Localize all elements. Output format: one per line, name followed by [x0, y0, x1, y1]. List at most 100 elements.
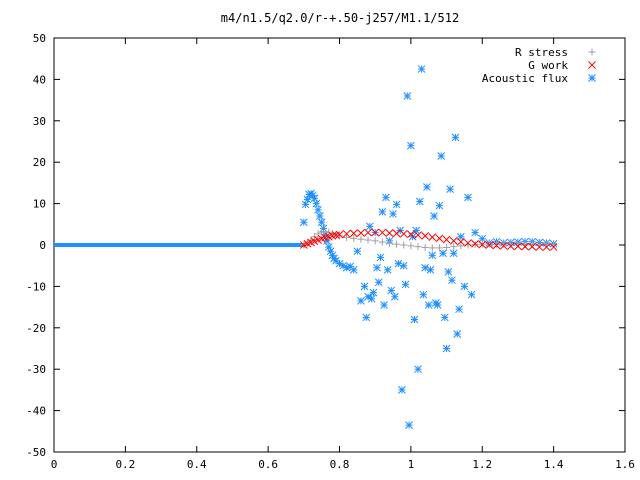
data-point	[335, 230, 344, 239]
data-point	[385, 229, 394, 237]
data-point	[310, 194, 319, 203]
data-point	[378, 208, 387, 216]
data-point	[349, 265, 358, 274]
y-tick-label: 10	[33, 198, 46, 211]
data-point	[316, 212, 324, 220]
data-point	[415, 197, 424, 206]
data-point	[449, 249, 458, 258]
data-point	[471, 241, 479, 249]
data-point	[385, 239, 393, 247]
data-point	[342, 229, 351, 238]
legend-label: Acoustic flux	[482, 72, 568, 85]
y-tick-label: 40	[33, 73, 46, 86]
data-point	[535, 243, 544, 251]
data-point	[485, 241, 494, 249]
data-point	[485, 240, 493, 248]
data-point	[360, 282, 369, 291]
data-point	[471, 239, 479, 248]
data-point	[364, 228, 372, 237]
data-point	[373, 263, 381, 272]
data-point	[407, 242, 415, 250]
data-point	[460, 282, 469, 291]
data-point	[471, 228, 479, 237]
y-axis: -50 -40 -30 -20 -10 0 10 20 30 40 50	[26, 32, 625, 459]
data-point	[439, 249, 447, 258]
data-point	[464, 239, 472, 247]
data-point	[417, 65, 426, 73]
data-point	[383, 265, 392, 274]
data-point	[350, 234, 358, 242]
data-point	[407, 141, 415, 150]
data-point	[492, 241, 501, 250]
data-point	[451, 133, 460, 142]
data-point	[437, 152, 446, 160]
data-point	[446, 185, 454, 193]
y-tick-label: -20	[26, 322, 46, 335]
x-tick-label: 1.2	[472, 458, 492, 471]
data-point	[414, 243, 422, 251]
data-point	[392, 200, 401, 209]
data-point	[301, 200, 310, 209]
data-point	[521, 242, 529, 251]
data-point	[450, 243, 458, 251]
y-tick-label: 50	[33, 32, 46, 45]
legend-marker	[588, 61, 596, 69]
data-point	[430, 212, 438, 220]
data-point	[378, 238, 386, 246]
data-point	[357, 297, 365, 305]
data-point	[314, 205, 322, 214]
data-point	[549, 243, 558, 251]
y-tick-label: 0	[39, 239, 46, 252]
data-point	[414, 365, 422, 374]
data-point	[428, 251, 437, 260]
data-point	[343, 234, 351, 242]
data-point	[542, 243, 551, 251]
x-tick-label: 0.2	[115, 458, 135, 471]
data-point	[362, 313, 371, 322]
data-point	[399, 229, 408, 238]
data-point	[303, 195, 312, 204]
y-tick-label: -50	[26, 446, 46, 459]
data-point	[407, 230, 415, 239]
data-point	[303, 239, 311, 247]
data-point	[299, 218, 308, 227]
data-point	[399, 261, 408, 270]
data-point	[392, 229, 401, 238]
data-point	[464, 193, 472, 202]
data-point	[455, 305, 463, 314]
data-point	[419, 290, 428, 299]
data-point	[456, 237, 465, 246]
data-point	[401, 280, 410, 289]
data-point	[412, 226, 421, 235]
data-point	[444, 268, 453, 276]
data-point	[376, 253, 385, 262]
data-point	[442, 344, 451, 353]
y-tick-label: 20	[33, 156, 46, 169]
y-tick-label: 30	[33, 115, 46, 128]
data-point	[499, 241, 508, 250]
data-point	[440, 313, 449, 322]
data-point	[500, 240, 508, 248]
data-point	[514, 242, 522, 251]
x-tick-label: 0.4	[187, 458, 207, 471]
data-point	[426, 265, 435, 274]
data-point	[369, 288, 378, 297]
data-point	[414, 231, 422, 239]
legend-marker	[588, 48, 596, 56]
data-point	[448, 276, 456, 285]
data-point	[353, 247, 362, 256]
data-point	[378, 228, 387, 237]
data-point	[390, 292, 399, 301]
data-point	[428, 233, 437, 241]
data-point	[365, 222, 374, 231]
data-point	[319, 224, 328, 233]
data-point	[371, 237, 379, 245]
data-point	[421, 243, 429, 251]
y-tick-label: -30	[26, 363, 46, 376]
data-point	[528, 242, 537, 251]
data-point	[442, 235, 451, 244]
data-point	[428, 244, 436, 252]
data-point	[387, 286, 396, 295]
